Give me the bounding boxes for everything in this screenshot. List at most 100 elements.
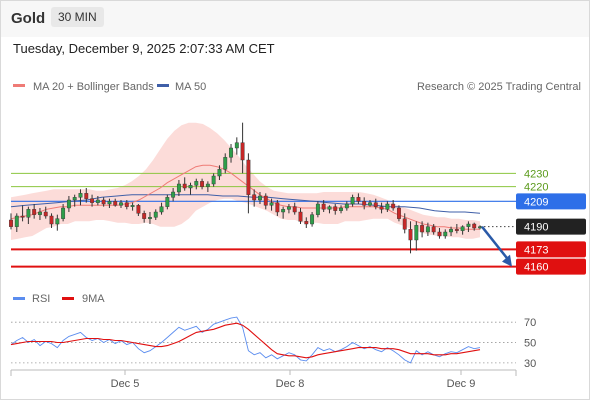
candle-body xyxy=(275,202,280,213)
candle-body xyxy=(258,195,262,201)
candle-body xyxy=(20,215,25,218)
candle-body xyxy=(240,142,245,161)
candle-body xyxy=(171,191,176,198)
candle-body xyxy=(176,183,181,193)
rsi-legend-label: RSI xyxy=(32,293,50,305)
rsi-chart: 70 50 30 xyxy=(10,316,536,370)
timeframe-badge[interactable]: 30 MIN xyxy=(51,7,104,27)
candle-body xyxy=(136,205,141,214)
candle-body xyxy=(246,159,251,195)
candle-body xyxy=(298,211,303,222)
candle-body xyxy=(356,197,361,202)
resistance-label-4220: 4220 xyxy=(524,182,548,194)
candle-body xyxy=(292,206,297,213)
last-price-label: 4190 xyxy=(524,222,548,234)
candle-body xyxy=(466,223,471,227)
candle-body xyxy=(159,206,164,213)
candle-body xyxy=(78,193,83,198)
candle-body xyxy=(281,209,286,213)
ma-bollinger-legend-label: MA 20 + Bollinger Bands xyxy=(33,81,154,93)
candle-body xyxy=(449,229,453,233)
candle-body xyxy=(38,211,42,215)
candle-body xyxy=(32,209,37,215)
candle-body xyxy=(315,203,320,215)
rsi-tick-label-50: 50 xyxy=(524,338,536,350)
candle-body xyxy=(327,206,332,210)
ma50-legend-label: MA 50 xyxy=(175,81,206,93)
support-label-4173: 4173 xyxy=(524,244,548,256)
candle-body xyxy=(211,175,216,185)
candle-body xyxy=(188,185,193,189)
candle-body xyxy=(119,202,123,206)
candle-body xyxy=(26,209,31,218)
candle-body xyxy=(350,197,355,205)
candle-body xyxy=(101,199,106,205)
candle-body xyxy=(368,202,372,206)
candle-body xyxy=(113,201,118,206)
candle-body xyxy=(460,226,465,231)
candle-body xyxy=(437,231,442,237)
candle-body xyxy=(142,213,147,219)
candle-body xyxy=(223,157,228,170)
candle-body xyxy=(454,229,459,231)
candle-body xyxy=(148,217,152,219)
ma20-line xyxy=(10,164,480,230)
candle-body xyxy=(217,169,222,177)
x-axis-ticks: Dec 5 Dec 8 Dec 9 xyxy=(111,370,476,390)
symbol-title: Gold xyxy=(11,10,46,27)
last-price-tag xyxy=(516,218,586,235)
candle-body xyxy=(234,142,239,149)
candle-body xyxy=(252,194,257,201)
candle-body xyxy=(200,181,205,187)
rsi-ma-legend-swatch xyxy=(62,297,74,300)
candle-body xyxy=(194,181,199,186)
candle-body xyxy=(420,225,425,233)
copyright-label: Research © 2025 Trading Central xyxy=(417,81,581,93)
candle-body xyxy=(414,225,419,241)
ma-bollinger-legend-swatch xyxy=(13,84,25,87)
candle-body xyxy=(408,229,413,241)
candle-body xyxy=(61,207,66,219)
rsi-legend-swatch xyxy=(13,297,25,300)
candle-body xyxy=(339,207,343,211)
ma50-legend-swatch xyxy=(157,84,169,87)
candle-body xyxy=(9,219,13,227)
candle-body xyxy=(391,203,396,209)
candle-body xyxy=(229,147,233,158)
candle-body xyxy=(124,202,129,207)
ma50-line xyxy=(10,194,481,214)
forecast-arrowhead xyxy=(502,254,512,267)
support-tag-4173 xyxy=(516,241,586,258)
candle-body xyxy=(165,197,170,207)
candle-body xyxy=(472,223,477,229)
candle-body xyxy=(310,214,315,225)
candle-body xyxy=(130,205,135,207)
candle-body xyxy=(431,226,436,233)
candle-body xyxy=(304,221,309,225)
candle-body xyxy=(182,183,187,189)
bollinger-band xyxy=(11,122,480,240)
candle-body xyxy=(373,202,378,207)
candle-body xyxy=(49,215,54,225)
candle-body xyxy=(72,197,77,201)
rsi-tick-label-30: 30 xyxy=(524,358,536,370)
x-tick-label: Dec 5 xyxy=(111,378,140,390)
candle-body xyxy=(90,198,94,203)
x-tick-label: Dec 9 xyxy=(447,378,476,390)
candle-body xyxy=(425,226,430,233)
candle-body xyxy=(84,193,89,199)
rsi-ma-line xyxy=(10,322,481,359)
candle-body xyxy=(397,207,401,219)
support-tag-4160 xyxy=(516,258,586,275)
candle-body xyxy=(95,199,100,203)
candle-body xyxy=(263,195,268,206)
candle-body xyxy=(379,206,384,210)
candle-body xyxy=(321,203,326,210)
candle-body xyxy=(66,199,71,209)
rsi-ma-legend-label: 9MA xyxy=(82,293,105,305)
candle-body xyxy=(344,203,349,209)
price-chart: 4230 4220 4209 4190 4173 4160 xyxy=(9,122,586,275)
rsi-tick-label-70: 70 xyxy=(524,317,536,329)
candle-body xyxy=(402,218,407,230)
